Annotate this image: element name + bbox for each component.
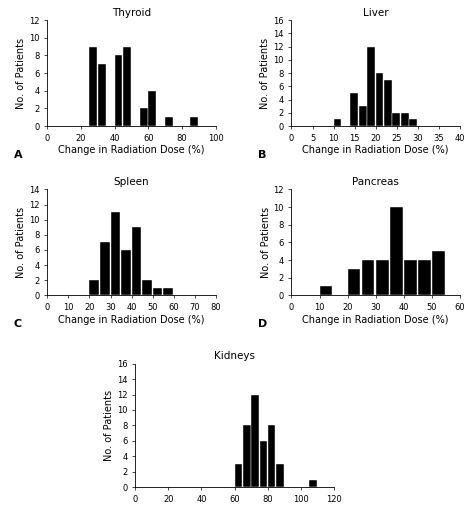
Bar (334, 119, 341, 126)
Title: Liver: Liver (363, 8, 388, 18)
Bar (191, 117, 198, 126)
X-axis label: Change in Radiation Dose (%): Change in Radiation Dose (%) (302, 315, 449, 325)
Text: D: D (258, 319, 267, 329)
Bar (392, 113, 400, 126)
Bar (375, 260, 389, 295)
Bar (390, 207, 402, 295)
Bar (309, 480, 317, 487)
Bar (384, 80, 392, 126)
Bar (110, 212, 120, 295)
X-axis label: Change in Radiation Dose (%): Change in Radiation Dose (%) (58, 145, 205, 156)
Title: Thyroid: Thyroid (112, 8, 151, 18)
Y-axis label: No. of Patients: No. of Patients (17, 207, 27, 278)
X-axis label: Change in Radiation Dose (%): Change in Radiation Dose (%) (58, 315, 205, 325)
Bar (98, 64, 106, 126)
Bar (409, 119, 417, 126)
Bar (90, 46, 97, 126)
Bar (165, 117, 173, 126)
Bar (140, 109, 148, 126)
Bar (404, 260, 417, 295)
Text: C: C (14, 319, 22, 329)
Bar (432, 251, 445, 295)
Bar (243, 425, 251, 487)
Bar (319, 286, 332, 295)
Bar (115, 56, 122, 126)
Bar (251, 394, 259, 487)
Title: Pancreas: Pancreas (352, 177, 399, 187)
Bar (90, 280, 99, 295)
Bar (375, 73, 383, 126)
Y-axis label: No. of Patients: No. of Patients (17, 37, 27, 109)
Bar (418, 260, 430, 295)
Bar (401, 113, 409, 126)
X-axis label: Change in Radiation Dose (%): Change in Radiation Dose (%) (302, 145, 449, 156)
Bar (132, 227, 141, 295)
Title: Kidneys: Kidneys (214, 351, 255, 362)
Bar (153, 288, 162, 295)
Bar (123, 46, 131, 126)
Bar (100, 242, 109, 295)
Text: B: B (258, 150, 266, 160)
Bar (163, 288, 173, 295)
Bar (347, 269, 360, 295)
Bar (259, 441, 267, 487)
Bar (367, 46, 375, 126)
Bar (350, 93, 358, 126)
Bar (142, 280, 152, 295)
Bar (276, 464, 284, 487)
Bar (268, 425, 275, 487)
Text: A: A (14, 150, 22, 160)
Bar (359, 106, 366, 126)
Bar (235, 464, 242, 487)
Title: Spleen: Spleen (114, 177, 149, 187)
Bar (362, 260, 374, 295)
Y-axis label: No. of Patients: No. of Patients (261, 207, 271, 278)
Bar (121, 250, 131, 295)
Bar (148, 91, 156, 126)
Y-axis label: No. of Patients: No. of Patients (260, 37, 271, 109)
Y-axis label: No. of Patients: No. of Patients (104, 390, 114, 461)
